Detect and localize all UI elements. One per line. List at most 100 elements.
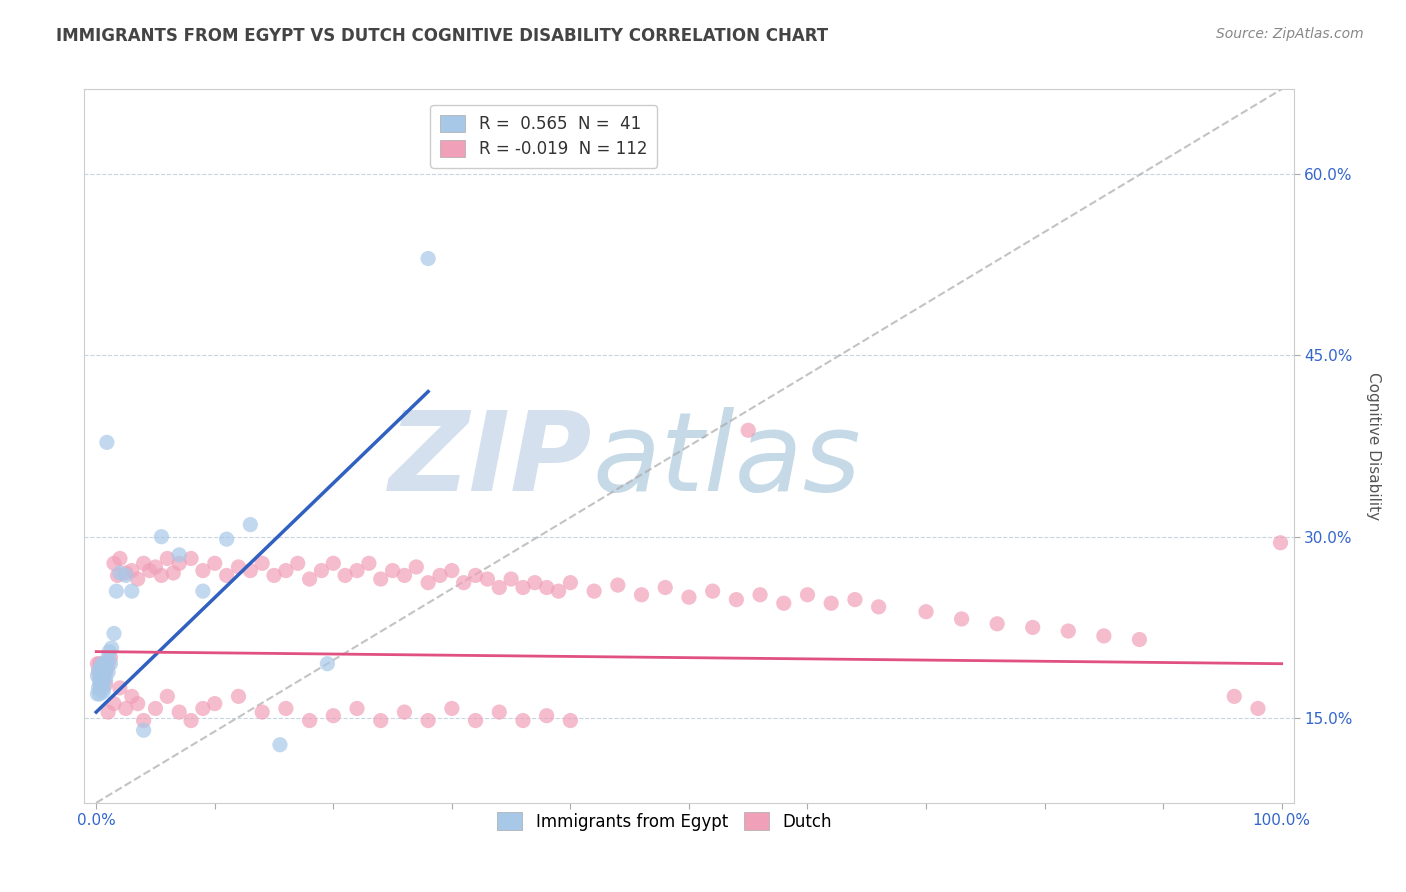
Point	[453, 575, 475, 590]
Point	[501, 572, 523, 586]
Point	[915, 605, 938, 619]
Point	[678, 590, 700, 604]
Point	[204, 697, 226, 711]
Point	[87, 663, 110, 677]
Point	[322, 708, 344, 723]
Point	[90, 674, 112, 689]
Point	[560, 714, 582, 728]
Point	[100, 657, 122, 671]
Point	[132, 714, 155, 728]
Point	[464, 568, 486, 582]
Point	[370, 714, 392, 728]
Point	[115, 701, 138, 715]
Point	[536, 581, 558, 595]
Point	[394, 568, 416, 582]
Point	[127, 572, 149, 586]
Point	[91, 684, 114, 698]
Point	[97, 657, 120, 671]
Point	[150, 530, 173, 544]
Point	[191, 701, 214, 715]
Point	[156, 690, 179, 704]
Point	[250, 705, 273, 719]
Point	[333, 568, 356, 582]
Point	[97, 705, 120, 719]
Point	[1270, 535, 1292, 549]
Point	[1128, 632, 1150, 647]
Point	[156, 551, 179, 566]
Point	[429, 568, 451, 582]
Point	[820, 596, 842, 610]
Point	[274, 701, 297, 715]
Point	[115, 568, 138, 582]
Point	[1092, 629, 1115, 643]
Point	[150, 568, 173, 582]
Text: atlas: atlas	[592, 407, 860, 514]
Point	[100, 650, 122, 665]
Point	[91, 663, 114, 677]
Point	[86, 657, 108, 671]
Point	[90, 677, 112, 691]
Point	[512, 581, 534, 595]
Point	[488, 705, 510, 719]
Point	[440, 701, 463, 715]
Point	[180, 551, 202, 566]
Point	[737, 423, 759, 437]
Point	[606, 578, 628, 592]
Point	[91, 669, 114, 683]
Point	[115, 566, 138, 580]
Point	[772, 596, 794, 610]
Point	[536, 708, 558, 723]
Point	[287, 557, 309, 571]
Point	[239, 517, 262, 532]
Point	[180, 714, 202, 728]
Point	[96, 660, 118, 674]
Point	[381, 564, 404, 578]
Point	[87, 665, 110, 680]
Point	[512, 714, 534, 728]
Point	[121, 564, 143, 578]
Legend: Immigrants from Egypt, Dutch: Immigrants from Egypt, Dutch	[491, 805, 839, 838]
Point	[440, 564, 463, 578]
Point	[868, 599, 890, 614]
Point	[89, 657, 111, 671]
Point	[145, 560, 167, 574]
Point	[103, 697, 125, 711]
Point	[108, 551, 131, 566]
Point	[269, 738, 291, 752]
Point	[560, 575, 582, 590]
Point	[96, 435, 118, 450]
Point	[108, 681, 131, 695]
Point	[986, 616, 1008, 631]
Point	[630, 588, 652, 602]
Point	[121, 690, 143, 704]
Point	[418, 714, 440, 728]
Point	[464, 714, 486, 728]
Point	[93, 657, 115, 671]
Point	[316, 657, 339, 671]
Point	[96, 657, 118, 671]
Point	[91, 681, 114, 695]
Point	[167, 557, 190, 571]
Point	[127, 697, 149, 711]
Point	[394, 705, 416, 719]
Point	[215, 568, 238, 582]
Y-axis label: Cognitive Disability: Cognitive Disability	[1367, 372, 1381, 520]
Point	[90, 681, 112, 695]
Point	[94, 663, 117, 677]
Point	[796, 588, 818, 602]
Point	[86, 669, 108, 683]
Point	[89, 677, 111, 691]
Point	[702, 584, 724, 599]
Point	[263, 568, 285, 582]
Point	[89, 673, 111, 687]
Point	[132, 557, 155, 571]
Point	[91, 665, 114, 680]
Point	[121, 584, 143, 599]
Point	[98, 645, 121, 659]
Point	[94, 677, 117, 691]
Point	[844, 592, 866, 607]
Point	[89, 673, 111, 687]
Point	[1247, 701, 1270, 715]
Point	[86, 687, 108, 701]
Point	[523, 575, 546, 590]
